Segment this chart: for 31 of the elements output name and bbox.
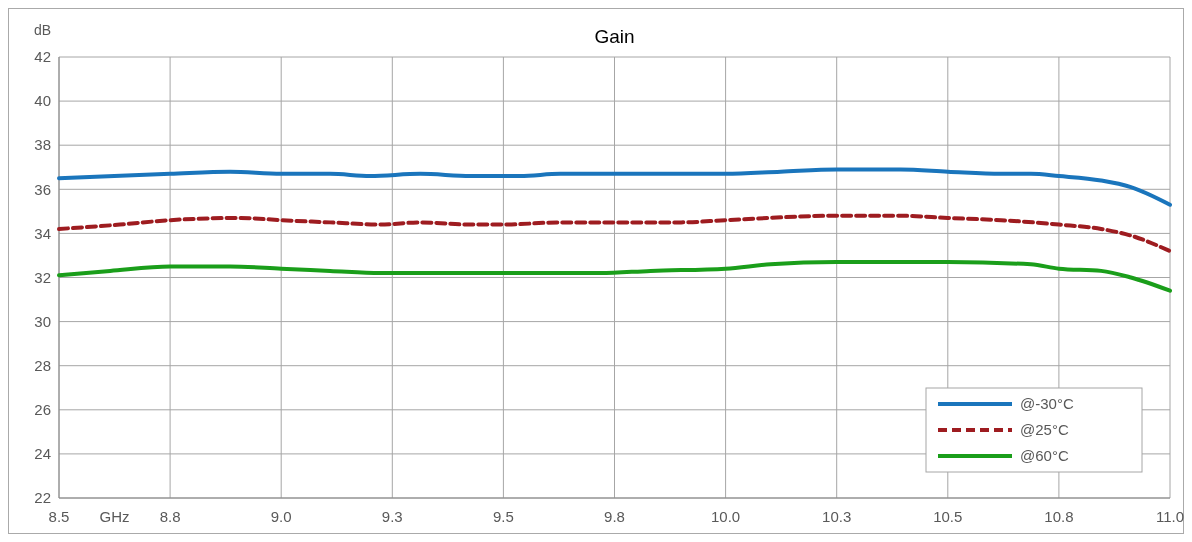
legend-label: @60°C [1020, 447, 1069, 465]
legend-label: @-30°C [1020, 395, 1074, 413]
y-tick-label: 32 [34, 268, 51, 286]
x-tick-label: 10.5 [933, 508, 963, 525]
x-tick-label: 9.3 [381, 508, 403, 525]
y-tick-label: 40 [34, 92, 51, 110]
y-tick-label: 22 [34, 489, 51, 507]
x-tick-label: 8.5 [48, 508, 70, 525]
x-tick-label: 9.5 [492, 508, 514, 525]
y-axis-title: dB [33, 22, 51, 38]
chart-title: Gain [594, 26, 635, 47]
legend-label: @25°C [1020, 421, 1069, 439]
x-tick-label: 10.0 [711, 508, 741, 525]
y-tick-label: 24 [34, 445, 51, 463]
line-series [57, 213, 1172, 254]
x-tick-label: 10.3 [822, 508, 852, 525]
line-series [57, 260, 1172, 293]
line-series [57, 167, 1172, 207]
x-tick-label: 10.8 [1044, 508, 1074, 525]
x-tick-label: 11.0 [1155, 508, 1185, 525]
y-tick-label: 42 [34, 48, 51, 66]
y-tick-label: 36 [34, 180, 51, 198]
y-tick-label: 28 [34, 356, 51, 374]
x-tick-label: 8.8 [159, 508, 181, 525]
x-tick-label: 9.0 [270, 508, 292, 525]
y-tick-label: 38 [34, 136, 51, 154]
y-tick-label: 30 [34, 312, 51, 330]
x-tick-label: 9.8 [604, 508, 625, 525]
x-axis-title: GHz [99, 508, 130, 525]
y-tick-label: 26 [34, 401, 51, 419]
y-tick-label: 34 [34, 224, 51, 242]
